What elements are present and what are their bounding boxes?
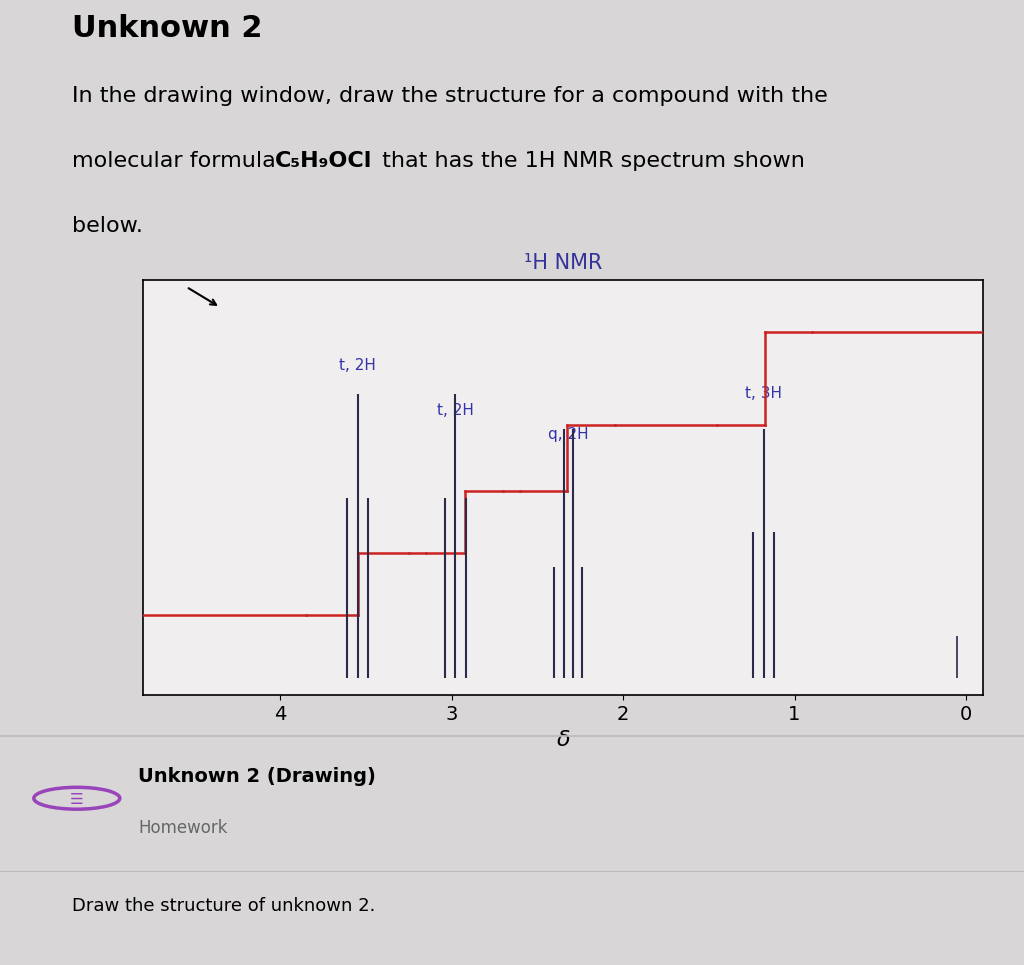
Title: ¹H NMR: ¹H NMR [524, 253, 602, 273]
Text: q, 2H: q, 2H [548, 427, 589, 442]
Text: Unknown 2: Unknown 2 [72, 14, 262, 42]
Text: t, 2H: t, 2H [339, 358, 376, 373]
Text: molecular formula: molecular formula [72, 152, 283, 172]
Text: C₅H₉OCl: C₅H₉OCl [274, 152, 372, 172]
Text: t, 2H: t, 2H [437, 403, 474, 418]
Text: that has the 1H NMR spectrum shown: that has the 1H NMR spectrum shown [375, 152, 805, 172]
Text: ☰: ☰ [70, 792, 84, 807]
Text: Draw the structure of unknown 2.: Draw the structure of unknown 2. [72, 897, 375, 915]
Text: below.: below. [72, 216, 142, 236]
Text: t, 3H: t, 3H [745, 386, 782, 400]
X-axis label: δ: δ [556, 731, 570, 751]
Text: Homework: Homework [138, 819, 227, 837]
Text: Unknown 2 (Drawing): Unknown 2 (Drawing) [138, 767, 376, 786]
Text: In the drawing window, draw the structure for a compound with the: In the drawing window, draw the structur… [72, 87, 827, 106]
